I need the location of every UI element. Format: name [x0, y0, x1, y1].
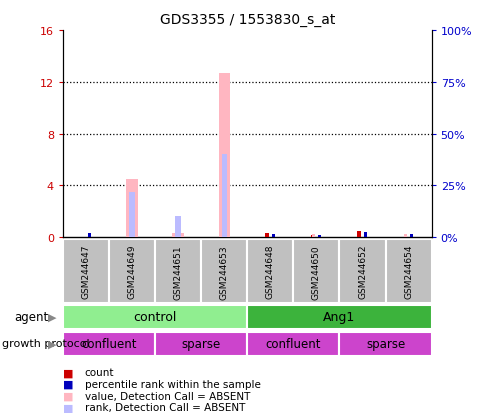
Bar	[63, 332, 155, 356]
Title: GDS3355 / 1553830_s_at: GDS3355 / 1553830_s_at	[159, 13, 334, 27]
Bar	[155, 240, 201, 304]
Text: ■: ■	[63, 402, 74, 412]
Bar	[129, 192, 135, 237]
Text: ■: ■	[63, 379, 74, 389]
Bar	[218, 74, 229, 237]
Text: GSM244651: GSM244651	[173, 244, 182, 299]
Text: confluent: confluent	[81, 337, 136, 350]
Text: ■: ■	[63, 368, 74, 377]
Bar	[385, 240, 431, 304]
Bar	[339, 240, 385, 304]
Text: GSM244653: GSM244653	[219, 244, 228, 299]
Text: GSM244647: GSM244647	[81, 244, 91, 299]
Bar	[63, 305, 247, 329]
Text: rank, Detection Call = ABSENT: rank, Detection Call = ABSENT	[85, 402, 245, 412]
Text: count: count	[85, 368, 114, 377]
Bar	[339, 332, 431, 356]
Text: agent: agent	[15, 311, 49, 324]
Bar	[247, 240, 293, 304]
Bar	[357, 232, 361, 237]
Text: GSM244648: GSM244648	[265, 244, 274, 299]
Bar	[311, 235, 314, 237]
Text: ■: ■	[63, 391, 74, 401]
Bar	[318, 235, 320, 237]
Bar	[265, 234, 269, 237]
Text: GSM244650: GSM244650	[311, 244, 320, 299]
Bar	[311, 235, 315, 237]
Bar	[126, 179, 137, 237]
Bar	[409, 235, 412, 237]
Bar	[293, 240, 339, 304]
Bar	[63, 240, 109, 304]
Text: GSM244652: GSM244652	[357, 244, 366, 299]
Text: control: control	[133, 311, 177, 323]
Text: sparse: sparse	[182, 337, 220, 350]
Text: sparse: sparse	[365, 337, 404, 350]
Text: ▶: ▶	[47, 339, 56, 349]
Text: ▶: ▶	[47, 312, 56, 322]
Bar	[363, 232, 366, 237]
Bar	[109, 240, 155, 304]
Text: growth protocol: growth protocol	[2, 339, 90, 349]
Bar	[272, 235, 274, 237]
Bar	[247, 332, 339, 356]
Bar	[155, 332, 247, 356]
Bar	[175, 217, 181, 237]
Bar	[403, 235, 406, 237]
Bar	[88, 233, 91, 237]
Bar	[172, 234, 183, 237]
Text: value, Detection Call = ABSENT: value, Detection Call = ABSENT	[85, 391, 250, 401]
Bar	[247, 305, 431, 329]
Text: Ang1: Ang1	[323, 311, 355, 323]
Text: percentile rank within the sample: percentile rank within the sample	[85, 379, 260, 389]
Bar	[201, 240, 247, 304]
Text: confluent: confluent	[265, 337, 320, 350]
Text: GSM244654: GSM244654	[403, 244, 412, 299]
Bar	[221, 155, 227, 237]
Text: GSM244649: GSM244649	[127, 244, 136, 299]
